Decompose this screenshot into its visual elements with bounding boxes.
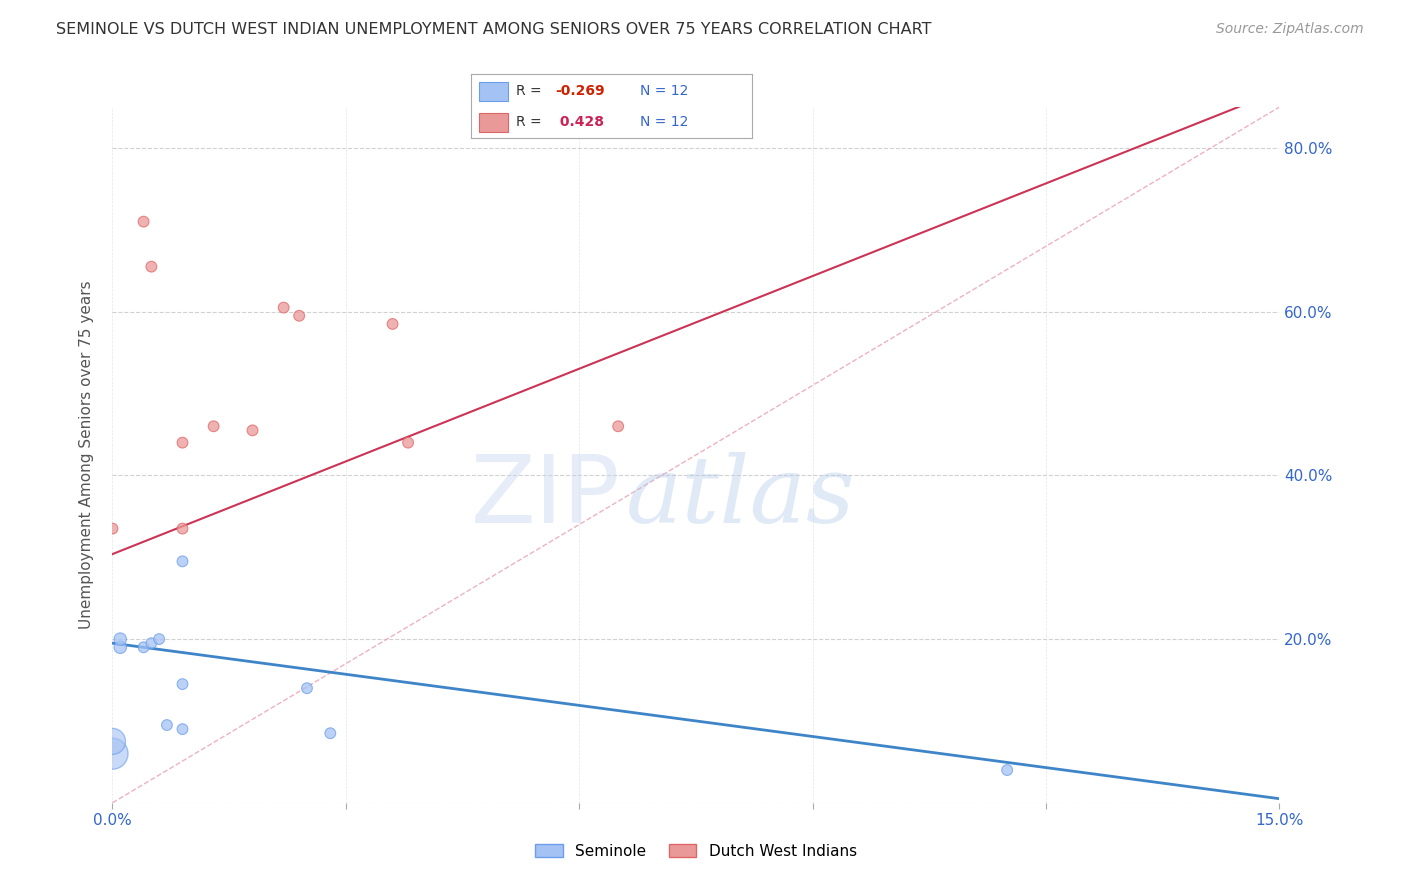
Text: R =: R = (516, 114, 550, 128)
Point (995, 763, 1018, 777)
Text: 0.428: 0.428 (555, 114, 605, 128)
Point (273, 301, 295, 315)
Y-axis label: Unemployment Among Seniors over 75 years: Unemployment Among Seniors over 75 years (79, 281, 94, 629)
Text: SEMINOLE VS DUTCH WEST INDIAN UNEMPLOYMENT AMONG SENIORS OVER 75 YEARS CORRELATI: SEMINOLE VS DUTCH WEST INDIAN UNEMPLOYME… (56, 22, 932, 37)
Point (396, 435, 419, 450)
Point (141, 260, 163, 274)
Text: R =: R = (516, 84, 546, 98)
Point (141, 636, 163, 650)
Legend: Seminole, Dutch West Indians: Seminole, Dutch West Indians (529, 838, 863, 864)
Point (381, 317, 404, 331)
Text: ZIP: ZIP (471, 450, 620, 542)
Point (172, 435, 194, 450)
Text: N = 12: N = 12 (640, 114, 688, 128)
Point (156, 718, 179, 732)
Point (607, 419, 630, 434)
Point (101, 734, 124, 748)
Bar (479, 112, 508, 132)
Point (242, 423, 264, 437)
Point (295, 681, 318, 696)
Point (132, 640, 155, 655)
Point (101, 522, 124, 536)
Point (288, 309, 311, 323)
Bar (479, 82, 508, 101)
Point (101, 747, 124, 761)
Point (319, 726, 342, 740)
Point (172, 554, 194, 568)
Point (172, 722, 194, 736)
Point (172, 677, 194, 691)
Point (172, 522, 194, 536)
Point (132, 214, 155, 228)
Text: atlas: atlas (626, 451, 855, 541)
Text: Source: ZipAtlas.com: Source: ZipAtlas.com (1216, 22, 1364, 37)
Point (148, 632, 170, 646)
Point (110, 632, 132, 646)
Point (110, 640, 132, 655)
Text: N = 12: N = 12 (640, 84, 688, 98)
Point (202, 419, 225, 434)
Text: -0.269: -0.269 (555, 84, 605, 98)
